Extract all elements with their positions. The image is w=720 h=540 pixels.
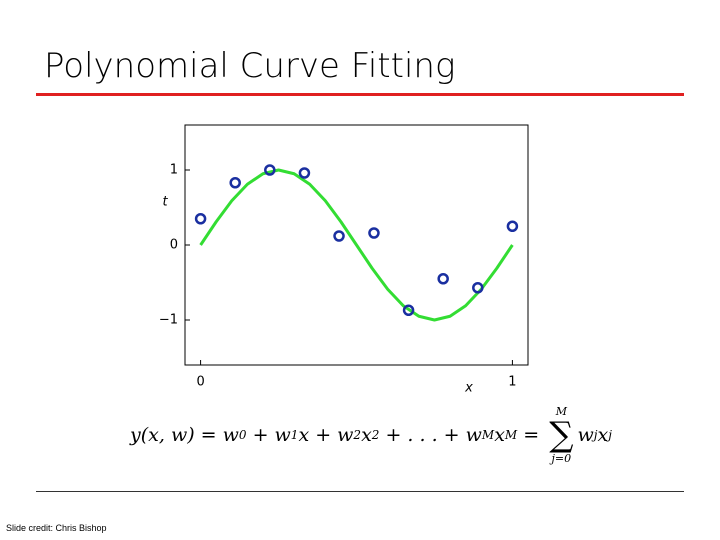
data-point xyxy=(402,304,415,316)
x-axis-label: x xyxy=(464,381,473,396)
data-point xyxy=(506,220,519,232)
eq-part: x xyxy=(597,424,609,446)
eq-part: + . . . + w xyxy=(379,424,482,446)
sum-under: j=0 xyxy=(551,452,572,465)
title-rule xyxy=(36,93,684,96)
data-point xyxy=(368,227,380,239)
slide-title: Polynomial Curve Fitting xyxy=(44,46,456,86)
y-tick-label: −1 xyxy=(159,313,178,328)
eq-sub: M xyxy=(481,428,495,442)
chart: x t 0 1 −1 0 1 xyxy=(159,124,529,396)
y-tick-label: 1 xyxy=(170,163,178,178)
data-point xyxy=(264,164,276,176)
eq-part: w xyxy=(577,424,594,446)
data-point xyxy=(472,282,484,294)
eq-sub: 0 xyxy=(238,428,247,442)
y-axis-label: t xyxy=(162,195,168,210)
eq-part: + w xyxy=(246,424,291,446)
eq-part: x xyxy=(494,424,505,446)
y-tick-label: 0 xyxy=(170,238,178,253)
data-point xyxy=(333,230,345,242)
x-tick-label: 0 xyxy=(196,375,204,390)
eq-part: = xyxy=(517,424,546,446)
eq-part: y(x, w) = w xyxy=(130,424,239,446)
data-point xyxy=(437,273,449,285)
data-point xyxy=(194,213,207,225)
eq-sub: j xyxy=(593,428,598,442)
x-tick-label: 1 xyxy=(508,375,516,390)
eq-sub: 2 xyxy=(353,428,362,442)
sum-over: M xyxy=(555,405,567,418)
eq-sup: M xyxy=(504,428,518,442)
sum-symbol: ∑ xyxy=(549,415,574,455)
eq-sup: j xyxy=(608,428,612,442)
data-point xyxy=(298,167,311,179)
footer-rule xyxy=(36,491,684,492)
eq-sup: 2 xyxy=(371,428,380,442)
eq-part: x xyxy=(361,424,372,446)
sum: M ∑ j=0 xyxy=(549,405,573,465)
slide-credit: Slide credit: Chris Bishop xyxy=(6,523,107,533)
eq-sub: 1 xyxy=(290,428,299,442)
eq-part: x + w xyxy=(298,424,354,446)
curve xyxy=(199,168,514,322)
data-point xyxy=(229,177,241,189)
